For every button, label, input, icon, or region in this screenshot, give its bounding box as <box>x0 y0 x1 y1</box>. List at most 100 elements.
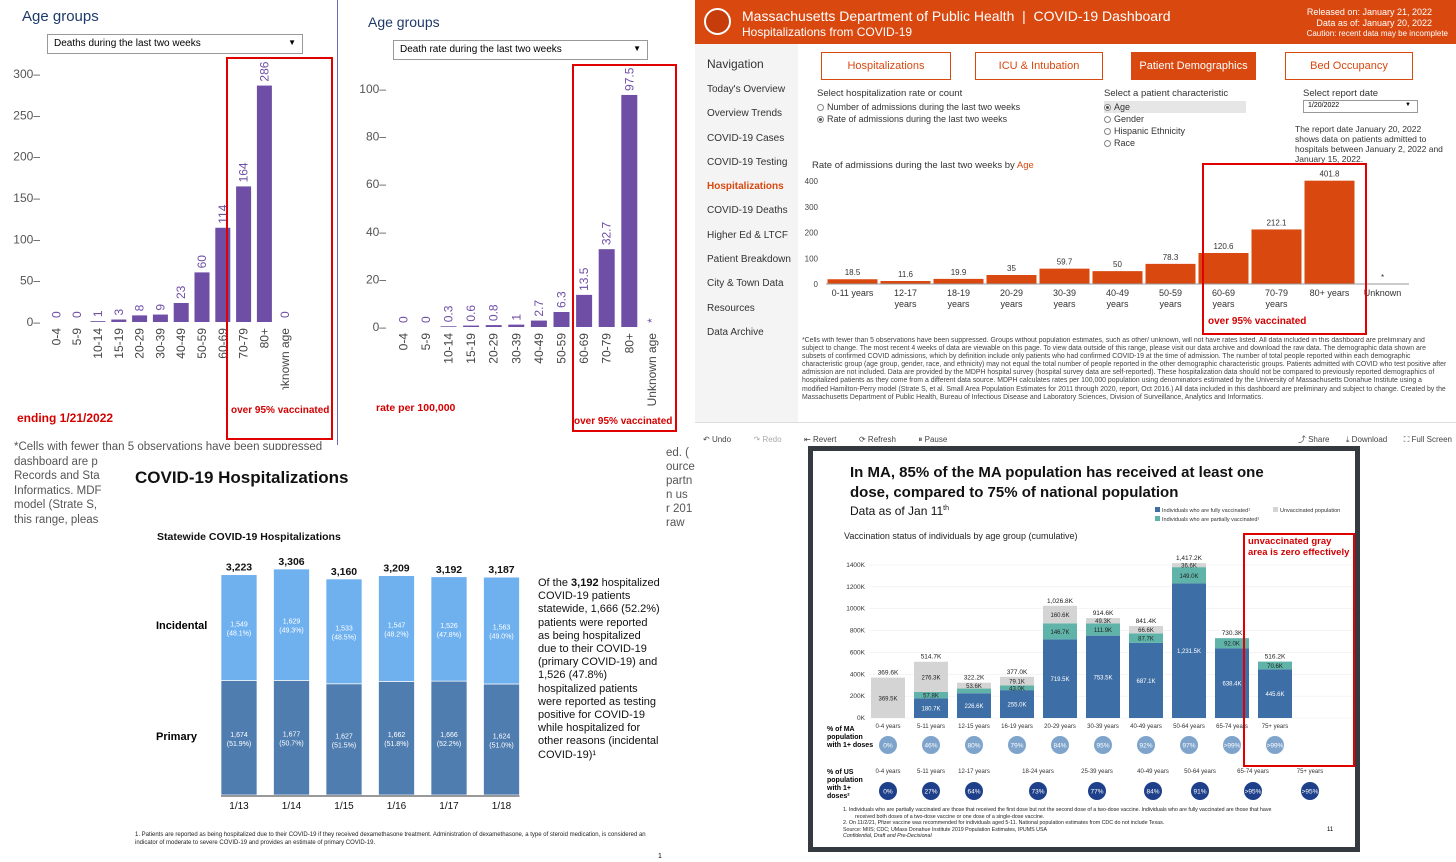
revert-button[interactable]: ⇤ Revert <box>804 435 837 444</box>
ma-pct-value: 79% <box>1010 743 1023 750</box>
x-tick-label: 30-39 <box>1053 288 1076 298</box>
nav-item-cases[interactable]: COVID-19 Cases <box>707 132 785 144</box>
stacked-bar-segment <box>1215 638 1249 649</box>
dashboard-title: Massachusetts Department of Public Healt… <box>742 8 1171 24</box>
undo-button[interactable]: ↶ Undo <box>703 435 732 444</box>
vacc-page-number: 11 <box>1327 827 1334 833</box>
dashboard-vacc-label: over 95% vaccinated <box>1208 316 1307 327</box>
nav-item-patient-breakdown[interactable]: Patient Breakdown <box>707 254 791 266</box>
rate-option-count[interactable]: Number of admissions during the last two… <box>817 101 1020 113</box>
ma-pct-circle <box>922 736 940 754</box>
refresh-button[interactable]: ⟳ Refresh <box>858 435 896 444</box>
nav-item-hospitalizations[interactable]: Hospitalizations <box>707 181 784 193</box>
panel2-chart: 0– 20– 40– 60– 80– 100– 0 0-4 0 5-9 0.3 10-14 0.6 15-… <box>359 67 659 406</box>
tab-icu[interactable]: ICU & Intubation <box>975 52 1103 80</box>
note-line: Source: MIIS; CDC; UMass Donahue Institu… <box>843 826 1048 833</box>
download-button[interactable]: ⤓ Download <box>1345 435 1388 444</box>
stacked-bar-segment <box>273 568 310 681</box>
panel1-dropdown[interactable]: Deaths during the last two weeks ▼ <box>47 34 303 54</box>
nav-item-deaths[interactable]: COVID-19 Deaths <box>707 205 788 217</box>
char-option-age[interactable]: Age <box>1104 101 1246 113</box>
stacked-bar-segment <box>1000 676 1034 686</box>
y-tick-label: 300 <box>805 203 819 212</box>
y-tick-label: 150– <box>13 191 40 205</box>
total-label: 3,209 <box>383 563 409 575</box>
dashboard-toolbar: ↶ Undo ↷ Redo ⇤ Revert ⟳ Refresh ⏸ Pause… <box>695 422 1456 444</box>
x-tick-label: 10-14 <box>91 328 105 359</box>
x-tick-label: 5-9 <box>419 333 433 351</box>
total-label: 3,187 <box>488 564 514 576</box>
bar <box>1304 180 1355 284</box>
bar <box>621 94 638 327</box>
x-tick-label: 50-59 <box>195 328 209 359</box>
stacked-bar-segment <box>957 693 991 718</box>
tab-hospitalizations[interactable]: Hospitalizations <box>821 52 951 80</box>
segment-value: 1,231.5K <box>1177 649 1201 655</box>
nav-item-testing[interactable]: COVID-19 Testing <box>707 156 788 168</box>
total-label: 841.4K <box>1136 618 1157 625</box>
date-dropdown[interactable]: 1/20/2022 ▼ <box>1303 100 1418 113</box>
segment-value: 276.3K <box>921 675 940 681</box>
us-age-label: 12-17 years <box>958 769 990 775</box>
char-option-race[interactable]: Race <box>1104 137 1246 149</box>
data-label: 78.3 <box>1163 253 1179 262</box>
segment-pct: (51.5%) <box>332 742 357 749</box>
vacc-title-line1: In MA, 85% of the MA population has rece… <box>850 464 1264 481</box>
segment-pct: (48.2%) <box>384 632 409 639</box>
data-label: 401.8 <box>1319 170 1340 179</box>
data-label: 19.9 <box>951 268 967 277</box>
pause-button[interactable]: ⏸ Pause <box>918 435 948 444</box>
bar <box>194 272 210 322</box>
tab-bed-occupancy[interactable]: Bed Occupancy <box>1285 52 1413 80</box>
fullscreen-button[interactable]: ⛶ Full Screen <box>1403 435 1452 444</box>
panel2-dropdown[interactable]: Death rate during the last two weeks ▼ <box>393 40 648 60</box>
stacked-bar-segment <box>914 698 948 718</box>
total-label: 369.6K <box>878 670 899 677</box>
rate-option-rate[interactable]: Rate of admissions during the last two w… <box>817 113 1020 125</box>
revert-label: Revert <box>812 435 837 444</box>
ma-pct-value: 46% <box>924 743 937 750</box>
stacked-bar-segment <box>430 680 468 796</box>
stacked-bar-segment <box>378 681 415 796</box>
ma-pct-value: 0% <box>883 743 893 750</box>
nav-item-resources[interactable]: Resources <box>707 302 755 314</box>
us-row-label: % of US population with 1+ doses² <box>827 769 863 800</box>
char-option-label: Race <box>1114 138 1136 148</box>
segment-pct: (49.3%) <box>279 628 304 635</box>
us-age-label: 18-24 years <box>1022 769 1054 775</box>
redo-button[interactable]: ↷ Redo <box>753 435 782 444</box>
nav-item-higher-ed[interactable]: Higher Ed & LTCF <box>707 229 788 241</box>
x-tick-label: 1/16 <box>387 801 407 812</box>
us-pct-circle <box>1191 782 1209 800</box>
nav-item-trends[interactable]: Overview Trends <box>707 108 783 120</box>
panel2-footnote-label: rate per 100,000 <box>376 402 456 414</box>
segment-pct: (47.8%) <box>437 632 462 639</box>
note-line: 1. Individuals who are partially vaccina… <box>843 807 1272 813</box>
hospitalizations-chart: 1,674 (51.9%) 1,549 (48.1%) 3,223 1/13 1,677 (5… <box>220 556 520 812</box>
us-pct-circle <box>879 782 897 800</box>
nav-item-city-town[interactable]: City & Town Data <box>707 278 784 290</box>
char-option-gender[interactable]: Gender <box>1104 113 1246 125</box>
x-tick-label: 1/18 <box>492 801 512 812</box>
segment-value: 687.1K <box>1136 679 1155 685</box>
stacked-bar-segment <box>1172 563 1206 568</box>
us-age-label: 0-4 years <box>875 769 900 775</box>
nav-item-overview[interactable]: Today's Overview <box>707 84 786 95</box>
us-age-label: 5-11 years <box>917 769 945 775</box>
segment-value: 53.6K <box>966 684 982 690</box>
panel1-footnote-label: ending 1/21/2022 <box>17 411 114 425</box>
data-label: * <box>1381 273 1384 282</box>
data-label: 164 <box>237 162 251 182</box>
segment-value: 369.5K <box>878 696 897 702</box>
cut-line: dashboard are p <box>14 455 98 468</box>
bar <box>933 278 984 284</box>
nav-item-archive[interactable]: Data Archive <box>707 326 764 338</box>
tab-demographics[interactable]: Patient Demographics <box>1131 52 1256 80</box>
x-tick-label: 10-14 <box>442 333 456 364</box>
date-title: Select report date <box>1303 88 1378 99</box>
char-option-ethnicity[interactable]: Hispanic Ethnicity <box>1104 125 1246 137</box>
share-button[interactable]: ⤴ Share <box>1297 435 1330 444</box>
ma-age-label: 5-11 years <box>917 724 945 730</box>
y-tick-label: 1000K <box>846 606 865 613</box>
